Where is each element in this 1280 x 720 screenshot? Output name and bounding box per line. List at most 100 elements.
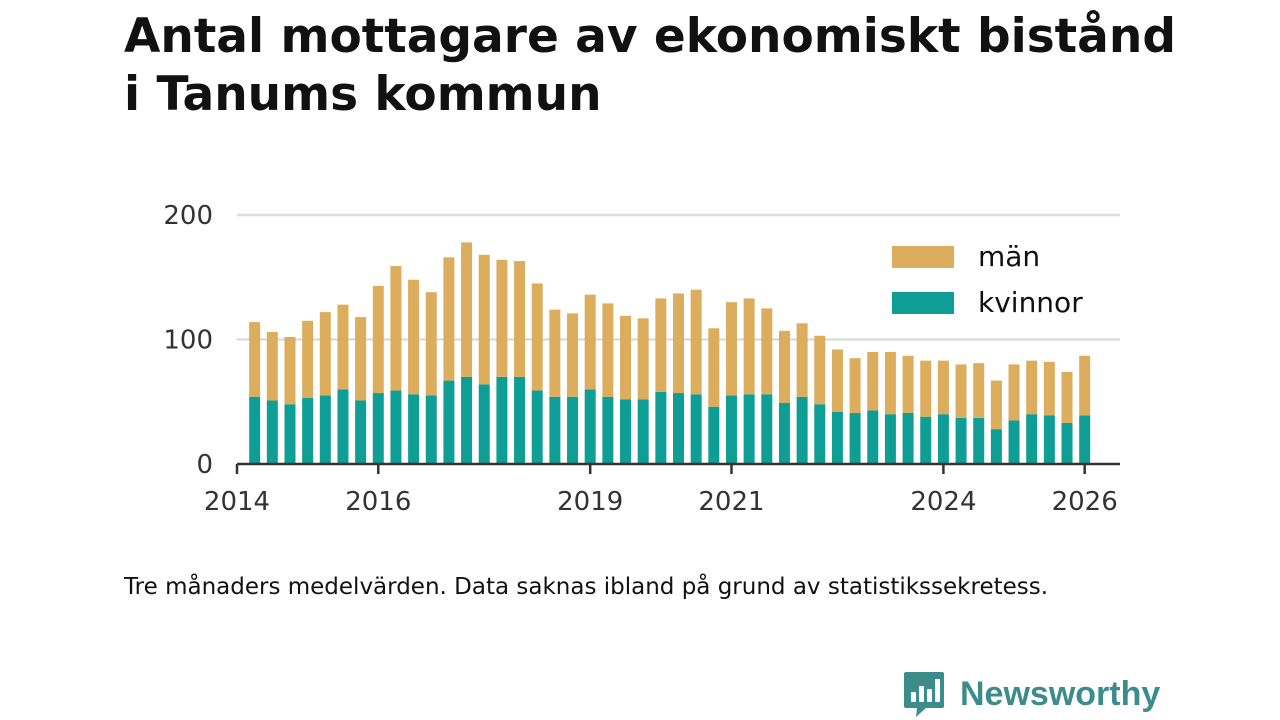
bar-kvinnor bbox=[814, 404, 826, 464]
bar-kvinnor bbox=[425, 395, 437, 464]
bar-kvinnor bbox=[973, 417, 985, 464]
bar-kvinnor bbox=[266, 400, 278, 464]
bar-kvinnor bbox=[549, 396, 561, 464]
y-tick-label: 100 bbox=[163, 326, 213, 356]
bar-man bbox=[990, 380, 1002, 430]
brand-logo[interactable]: Newsworthy bbox=[902, 670, 1160, 718]
bar-man bbox=[319, 312, 331, 396]
bar-kvinnor bbox=[355, 400, 367, 464]
bar-kvinnor bbox=[902, 412, 914, 464]
bar-man bbox=[637, 318, 649, 400]
bar-kvinnor bbox=[302, 398, 314, 464]
bar-kvinnor bbox=[443, 380, 455, 464]
bar-kvinnor bbox=[725, 395, 737, 464]
bar-man bbox=[567, 313, 579, 397]
bar-man bbox=[390, 266, 402, 391]
bar-kvinnor bbox=[408, 394, 420, 464]
x-tick-label: 2024 bbox=[910, 487, 976, 517]
bar-man bbox=[655, 298, 667, 392]
bar-kvinnor bbox=[531, 390, 543, 464]
bar-kvinnor bbox=[849, 412, 861, 464]
bar-man bbox=[849, 358, 861, 413]
legend-swatch-kvinnor bbox=[892, 292, 954, 314]
bar-man bbox=[884, 351, 896, 415]
bar-man bbox=[743, 298, 755, 395]
bar-man bbox=[461, 242, 473, 377]
bar-man bbox=[249, 322, 261, 397]
bar-kvinnor bbox=[461, 376, 473, 464]
bar-kvinnor bbox=[743, 394, 755, 464]
bar-man bbox=[284, 337, 296, 405]
bar-man bbox=[1026, 360, 1038, 415]
bar-kvinnor bbox=[761, 394, 773, 464]
bar-kvinnor bbox=[478, 384, 490, 464]
bar-man bbox=[602, 303, 614, 397]
bar-man bbox=[814, 335, 826, 405]
x-tick-label: 2026 bbox=[1052, 487, 1118, 517]
bar-man bbox=[425, 292, 437, 396]
bar-kvinnor bbox=[690, 394, 702, 464]
bar-man bbox=[690, 289, 702, 395]
bar-man bbox=[531, 283, 543, 391]
bar-kvinnor bbox=[920, 416, 932, 464]
legend-swatch-män bbox=[892, 246, 954, 268]
bar-kvinnor bbox=[1026, 414, 1038, 464]
bar-kvinnor bbox=[620, 399, 632, 464]
bar-man bbox=[408, 279, 420, 395]
bar-kvinnor bbox=[937, 414, 949, 464]
bar-kvinnor bbox=[637, 399, 649, 464]
bar-kvinnor bbox=[319, 395, 331, 464]
x-tick-label: 2016 bbox=[345, 487, 411, 517]
bar-kvinnor bbox=[584, 389, 596, 464]
bar-man bbox=[1043, 361, 1055, 416]
bar-man bbox=[1008, 364, 1020, 421]
legend-label: kvinnor bbox=[978, 286, 1083, 319]
bar-kvinnor bbox=[673, 393, 684, 464]
chart-title-line-1: Antal mottagare av ekonomiskt bistånd bbox=[124, 9, 1176, 64]
bar-kvinnor bbox=[514, 376, 526, 464]
bar-man bbox=[337, 304, 349, 390]
x-tick-label: 2014 bbox=[204, 487, 270, 517]
bar-man bbox=[796, 323, 808, 397]
bar-kvinnor bbox=[1008, 420, 1020, 464]
legend: män kvinnor bbox=[892, 240, 1083, 319]
bar-man bbox=[867, 351, 879, 411]
x-tick-label: 2021 bbox=[698, 487, 764, 517]
bar-man bbox=[496, 259, 508, 377]
bar-man bbox=[955, 364, 967, 418]
bar-man bbox=[778, 330, 790, 403]
bar-kvinnor bbox=[1043, 415, 1055, 464]
brand-name: Newsworthy bbox=[960, 674, 1161, 713]
bar-kvinnor bbox=[567, 396, 579, 464]
axes: 0 100 200 2014 2016 2019 2021 2024 2026 bbox=[163, 201, 1120, 517]
bar-kvinnor bbox=[496, 376, 508, 464]
bar-kvinnor bbox=[390, 390, 402, 464]
bar-man bbox=[478, 254, 490, 385]
bar-man bbox=[937, 360, 949, 415]
bar-man bbox=[831, 349, 843, 412]
bar-kvinnor bbox=[796, 396, 808, 464]
bar-kvinnor bbox=[884, 414, 896, 464]
y-tick-label: 0 bbox=[196, 450, 213, 480]
bar-man bbox=[266, 332, 278, 401]
bar-kvinnor bbox=[708, 406, 720, 464]
bar-man bbox=[443, 257, 455, 381]
bar-man bbox=[1061, 371, 1073, 423]
bar-kvinnor bbox=[867, 410, 879, 464]
bar-kvinnor bbox=[831, 411, 843, 464]
chart-note: Tre månaders medelvärden. Data saknas ib… bbox=[124, 574, 1049, 600]
bar-kvinnor bbox=[1079, 415, 1091, 464]
legend-label: män bbox=[978, 240, 1040, 273]
bar-kvinnor bbox=[372, 393, 384, 464]
bar-kvinnor bbox=[955, 417, 967, 464]
bar-man bbox=[372, 285, 384, 394]
bar-man bbox=[549, 309, 561, 397]
y-tick-label: 200 bbox=[163, 201, 213, 231]
bar-man bbox=[514, 261, 526, 377]
bar-man bbox=[584, 294, 596, 390]
bar-man bbox=[708, 328, 720, 407]
chart-title-line-2: i Tanums kommun bbox=[124, 67, 602, 122]
bar-man bbox=[620, 315, 632, 400]
bar-kvinnor bbox=[990, 429, 1002, 464]
bar-kvinnor bbox=[337, 389, 349, 464]
